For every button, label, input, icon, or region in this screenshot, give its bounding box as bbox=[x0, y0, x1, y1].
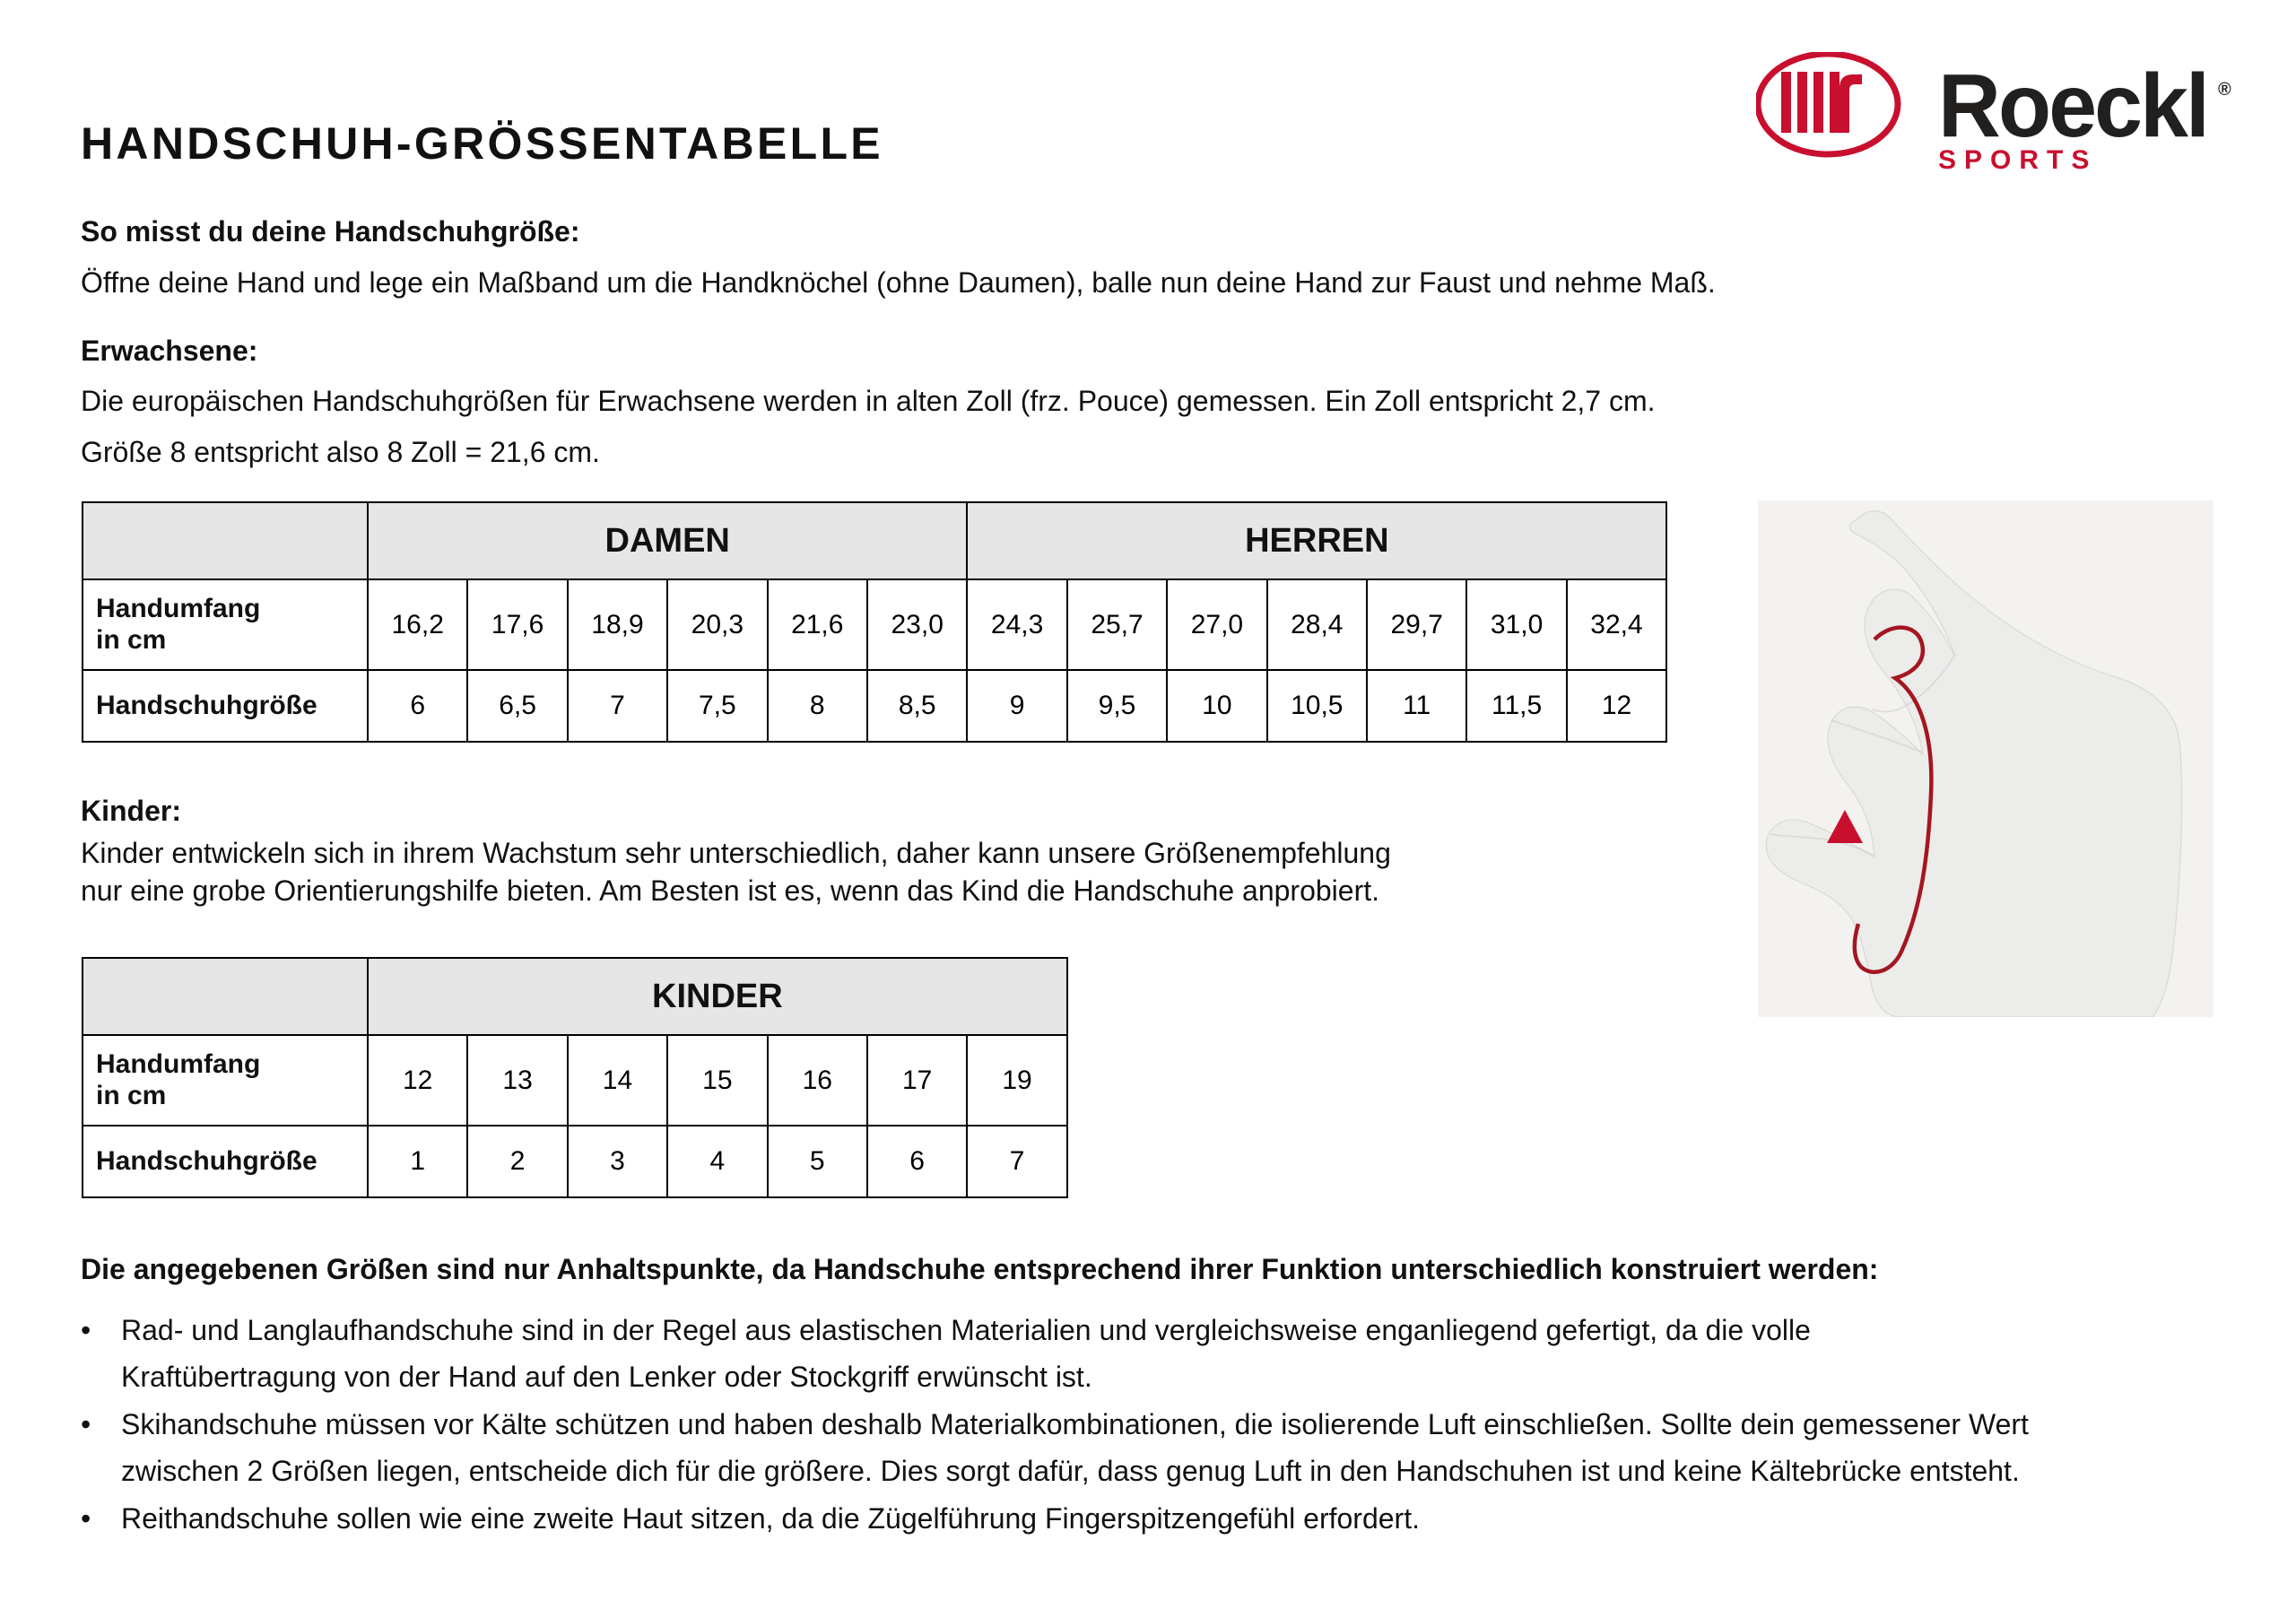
svg-text:SPORTS: SPORTS bbox=[1938, 145, 2097, 175]
svg-text:Roeckl: Roeckl bbox=[1938, 56, 2207, 156]
svg-text:®: ® bbox=[2218, 80, 2231, 100]
